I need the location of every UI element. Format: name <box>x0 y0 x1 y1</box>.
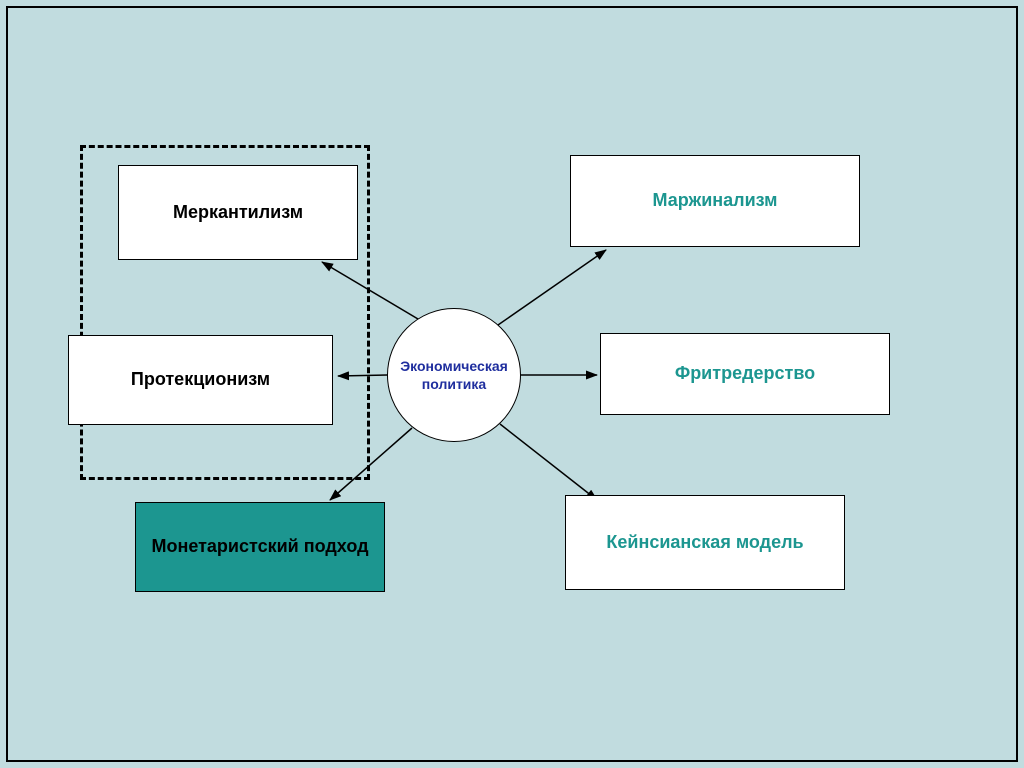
node-mercantilism: Меркантилизм <box>118 165 358 260</box>
node-label-freetrade: Фритредерство <box>661 362 829 385</box>
node-monetarist: Монетаристский подход <box>135 502 385 592</box>
node-keynesian: Кейнсианская модель <box>565 495 845 590</box>
center-node: Экономическая политика <box>387 308 521 442</box>
node-label-marginalism: Маржинализм <box>638 189 791 212</box>
diagram-canvas: Экономическая политика Меркантилизм Протек… <box>0 0 1024 768</box>
node-label-keynesian: Кейнсианская модель <box>592 531 817 554</box>
center-label: Экономическая политика <box>388 357 520 393</box>
node-protectionism: Протекционизм <box>68 335 333 425</box>
node-marginalism: Маржинализм <box>570 155 860 247</box>
node-freetrade: Фритредерство <box>600 333 890 415</box>
node-label-mercantilism: Меркантилизм <box>159 201 317 224</box>
node-label-monetarist: Монетаристский подход <box>137 535 382 558</box>
node-label-protectionism: Протекционизм <box>117 368 284 391</box>
